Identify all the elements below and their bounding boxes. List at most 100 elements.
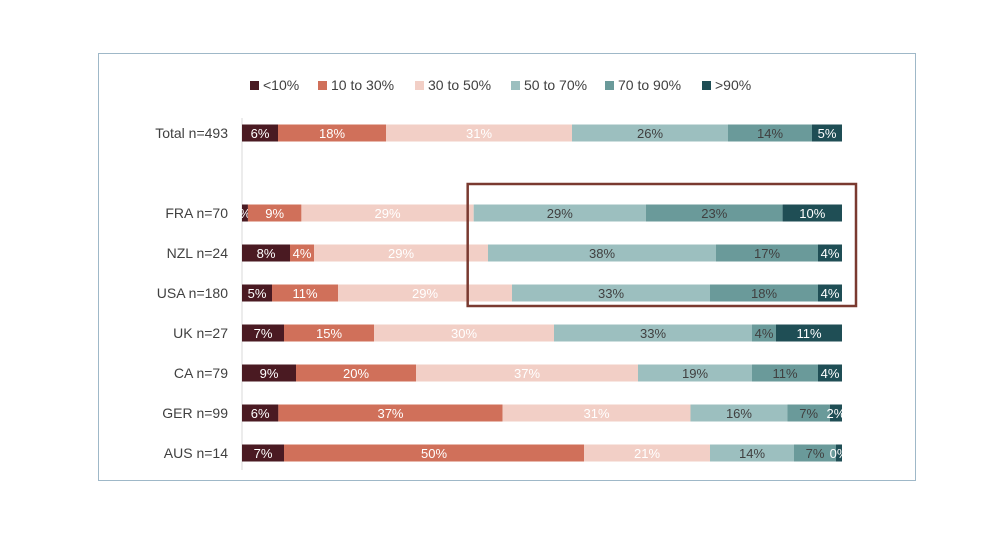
bar-segment bbox=[829, 404, 842, 422]
bar-segment bbox=[584, 444, 710, 462]
data-label: 33% bbox=[640, 326, 666, 341]
bars: Total n=493 6% 18% 31% 26% 14% 5%FRA n=70% 9% 29… bbox=[155, 124, 849, 462]
data-label: 11% bbox=[292, 286, 317, 301]
bar-segment bbox=[728, 124, 812, 142]
bar-segment bbox=[473, 204, 646, 222]
bar-segment bbox=[242, 404, 279, 422]
data-label: 7% bbox=[799, 406, 818, 421]
data-label: 33% bbox=[598, 286, 624, 301]
bar-segment bbox=[690, 404, 788, 422]
legend-item-1: <10% bbox=[250, 77, 299, 93]
data-label: 31% bbox=[466, 126, 492, 141]
data-label: 7% bbox=[254, 446, 273, 461]
bar-segment bbox=[278, 124, 386, 142]
category-label: NZL n=24 bbox=[167, 245, 229, 261]
legend-label: 70 to 90% bbox=[618, 77, 681, 93]
bar-segment bbox=[290, 244, 314, 262]
bar-segment bbox=[638, 364, 752, 382]
bar-segment bbox=[314, 244, 488, 262]
data-label: 38% bbox=[589, 246, 615, 261]
bar-segment bbox=[787, 404, 830, 422]
bar-row-fra-n-70: FRA n=70% 9% 29% 29% 23% 10% bbox=[165, 204, 842, 222]
legend-label: <10% bbox=[263, 77, 299, 93]
legend-swatch bbox=[702, 81, 711, 90]
data-label: 17% bbox=[754, 246, 780, 261]
bar-segment bbox=[710, 444, 794, 462]
bar-segment bbox=[716, 244, 818, 262]
bar-segment bbox=[242, 284, 272, 302]
bar-segment bbox=[284, 444, 584, 462]
data-label: 30% bbox=[451, 326, 477, 341]
data-label: 29% bbox=[375, 206, 401, 221]
data-label: 18% bbox=[319, 126, 345, 141]
highlight-overlay bbox=[466, 182, 858, 308]
bar-segment bbox=[710, 284, 818, 302]
legend-swatch bbox=[415, 81, 424, 90]
data-label: 6% bbox=[251, 126, 270, 141]
legend-label: 10 to 30% bbox=[331, 77, 394, 93]
bar-row-ger-n-99: GER n=99 6% 37% 31% 16% 7% 2% bbox=[162, 404, 846, 422]
legend-item-5: 70 to 90% bbox=[605, 77, 681, 93]
data-label: 15% bbox=[316, 326, 342, 341]
legend: <10% 10 to 30% 30 to 50% 50 to 70% 70 to 90%… bbox=[250, 77, 751, 93]
bar-segment bbox=[301, 204, 474, 222]
data-label: 6% bbox=[251, 406, 270, 421]
data-label: 10% bbox=[799, 206, 825, 221]
bar-row-uk-n-27: UK n=27 7% 15% 30% 33% 4% 11% bbox=[173, 324, 842, 342]
data-label: 14% bbox=[739, 446, 765, 461]
data-label: 37% bbox=[377, 406, 403, 421]
data-label: 18% bbox=[751, 286, 777, 301]
legend-item-2: 10 to 30% bbox=[318, 77, 394, 93]
legend-item-3: 30 to 50% bbox=[415, 77, 491, 93]
category-label: UK n=27 bbox=[173, 325, 228, 341]
bar-segment bbox=[272, 284, 338, 302]
category-label: FRA n=70 bbox=[165, 205, 228, 221]
data-label: 9% bbox=[265, 206, 284, 221]
bar-segment bbox=[776, 324, 842, 342]
bar-segment bbox=[752, 364, 818, 382]
bar-segment bbox=[752, 324, 776, 342]
bar-segment bbox=[512, 284, 710, 302]
bar-row-nzl-n-24: NZL n=24 8% 4% 29% 38% 17% 4% bbox=[167, 244, 842, 262]
legend-swatch bbox=[250, 81, 259, 90]
data-label: 4% bbox=[821, 286, 840, 301]
data-label: 29% bbox=[388, 246, 414, 261]
bar-row-ca-n-79: CA n=79 9% 20% 37% 19% 11% 4% bbox=[174, 364, 842, 382]
bar-segment bbox=[416, 364, 638, 382]
data-label: 7% bbox=[254, 326, 273, 341]
data-label: 50% bbox=[421, 446, 447, 461]
data-label: 11% bbox=[772, 366, 797, 381]
bar-segment bbox=[242, 204, 248, 222]
data-label: 23% bbox=[701, 206, 727, 221]
legend-item-4: 50 to 70% bbox=[511, 77, 587, 93]
bar-segment bbox=[782, 204, 842, 222]
category-label: AUS n=14 bbox=[164, 445, 228, 461]
bar-segment bbox=[242, 444, 284, 462]
legend-swatch bbox=[318, 81, 327, 90]
bar-segment bbox=[386, 124, 572, 142]
bar-segment bbox=[284, 324, 374, 342]
data-label: 14% bbox=[757, 126, 783, 141]
category-label: GER n=99 bbox=[162, 405, 228, 421]
bar-segment bbox=[374, 324, 554, 342]
data-label: 9% bbox=[260, 366, 279, 381]
highlight-box bbox=[466, 182, 858, 308]
bar-segment bbox=[818, 284, 842, 302]
bar-row-aus-n-14: AUS n=14 7% 50% 21% 14% 7% 0% bbox=[164, 444, 849, 462]
bar-segment bbox=[242, 324, 284, 342]
data-label: 2% bbox=[827, 406, 846, 421]
data-label: 21% bbox=[634, 446, 660, 461]
data-label: 5% bbox=[818, 126, 837, 141]
bar-row-usa-n-180: USA n=180 5% 11% 29% 33% 18% 4% bbox=[157, 284, 842, 302]
data-label: 7% bbox=[806, 446, 825, 461]
data-label: 4% bbox=[821, 366, 840, 381]
data-label: 19% bbox=[682, 366, 708, 381]
legend-label: 30 to 50% bbox=[428, 77, 491, 93]
bar-segment bbox=[242, 244, 290, 262]
data-label: 20% bbox=[343, 366, 369, 381]
bar-segment bbox=[242, 364, 296, 382]
data-label: 11% bbox=[796, 326, 821, 341]
data-label: 4% bbox=[821, 246, 840, 261]
data-label: 0% bbox=[830, 446, 849, 461]
